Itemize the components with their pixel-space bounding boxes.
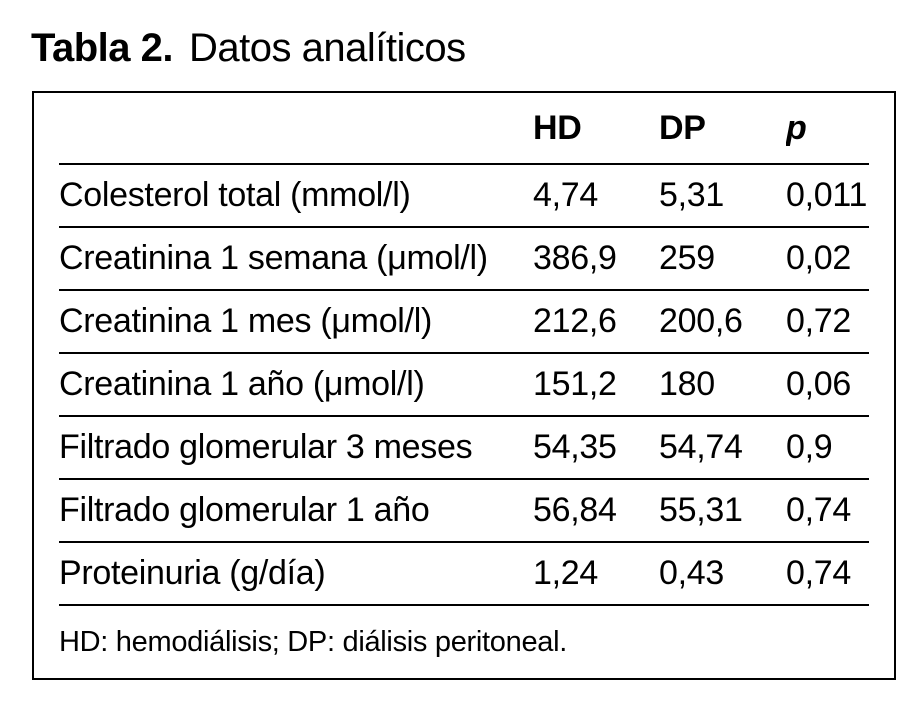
table-title-caption: Datos analíticos xyxy=(188,26,466,70)
row-hd-value: 151,2 xyxy=(533,365,617,403)
row-hd-value: 54,35 xyxy=(533,428,617,466)
table-row: Filtrado glomerular 1 año 56,84 55,31 0,… xyxy=(59,480,869,543)
row-label: Creatinina 1 mes (μmol/l) xyxy=(59,302,432,340)
header-col-p: p xyxy=(786,108,807,147)
table-row: Proteinuria (g/día) 1,24 0,43 0,74 xyxy=(59,543,869,606)
table-header-row: HD DP p xyxy=(59,93,869,165)
table-title: Tabla 2. Datos analíticos xyxy=(31,26,466,71)
row-dp-value: 55,31 xyxy=(659,491,743,529)
row-dp-value: 5,31 xyxy=(659,176,724,214)
table-row: Creatinina 1 semana (μmol/l) 386,9 259 0… xyxy=(59,228,869,291)
row-hd-value: 212,6 xyxy=(533,302,617,340)
table-row: Colesterol total (mmol/l) 4,74 5,31 0,01… xyxy=(59,165,869,228)
table-container: HD DP p Colesterol total (mmol/l) 4,74 5… xyxy=(32,91,896,680)
row-label: Creatinina 1 año (μmol/l) xyxy=(59,365,425,403)
table: HD DP p Colesterol total (mmol/l) 4,74 5… xyxy=(59,93,869,678)
row-p-value: 0,74 xyxy=(786,554,851,592)
table-row: Creatinina 1 año (μmol/l) 151,2 180 0,06 xyxy=(59,354,869,417)
row-hd-value: 1,24 xyxy=(533,554,598,592)
row-p-value: 0,72 xyxy=(786,302,851,340)
row-dp-value: 200,6 xyxy=(659,302,743,340)
row-label: Filtrado glomerular 3 meses xyxy=(59,428,473,466)
row-dp-value: 259 xyxy=(659,239,715,277)
row-p-value: 0,06 xyxy=(786,365,851,403)
row-dp-value: 180 xyxy=(659,365,715,403)
table-row: Creatinina 1 mes (μmol/l) 212,6 200,6 0,… xyxy=(59,291,869,354)
table-title-number: Tabla 2. xyxy=(31,26,173,70)
row-dp-value: 54,74 xyxy=(659,428,743,466)
row-label: Colesterol total (mmol/l) xyxy=(59,176,411,214)
row-hd-value: 56,84 xyxy=(533,491,617,529)
header-col-hd: HD xyxy=(533,108,582,147)
row-p-value: 0,74 xyxy=(786,491,851,529)
row-p-value: 0,9 xyxy=(786,428,833,466)
row-p-value: 0,011 xyxy=(786,176,868,214)
header-col-dp: DP xyxy=(659,108,706,147)
table-footnote: HD: hemodiálisis; DP: diálisis peritonea… xyxy=(59,625,567,658)
row-label: Proteinuria (g/día) xyxy=(59,554,326,592)
row-hd-value: 4,74 xyxy=(533,176,598,214)
row-label: Creatinina 1 semana (μmol/l) xyxy=(59,239,488,277)
row-dp-value: 0,43 xyxy=(659,554,724,592)
row-p-value: 0,02 xyxy=(786,239,851,277)
table-row: Filtrado glomerular 3 meses 54,35 54,74 … xyxy=(59,417,869,480)
row-label: Filtrado glomerular 1 año xyxy=(59,491,430,529)
row-hd-value: 386,9 xyxy=(533,239,617,277)
